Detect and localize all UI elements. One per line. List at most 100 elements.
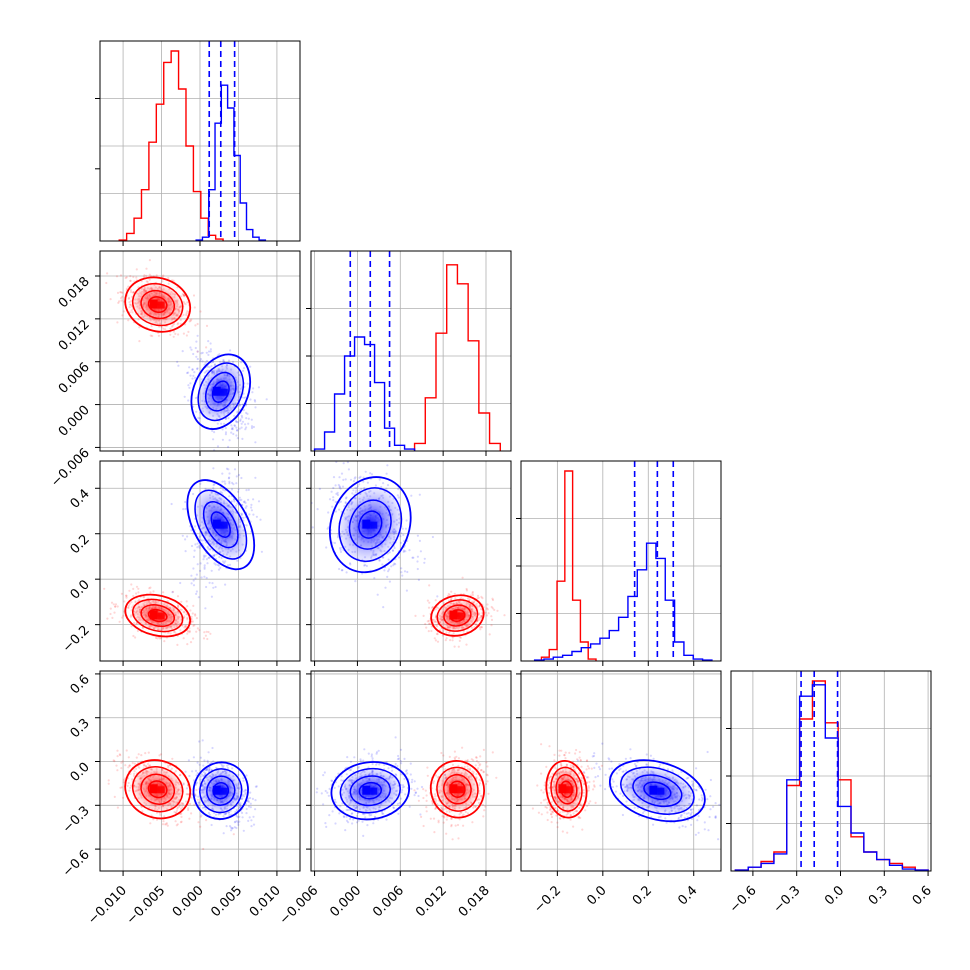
scatter-point bbox=[195, 630, 198, 633]
scatter-point bbox=[197, 416, 200, 419]
scatter-point bbox=[178, 804, 181, 807]
scatter-point bbox=[233, 498, 236, 501]
scatter-point bbox=[184, 500, 187, 504]
scatter-point bbox=[461, 746, 464, 749]
contour-series-0 bbox=[131, 282, 184, 327]
contour-series-0 bbox=[131, 766, 184, 813]
scatter-point bbox=[113, 611, 116, 614]
scatter-point bbox=[179, 807, 183, 810]
scatter-point bbox=[230, 829, 233, 832]
scatter-point bbox=[166, 824, 169, 827]
scatter-point bbox=[476, 619, 479, 622]
scatter-point bbox=[419, 550, 422, 553]
scatter-point bbox=[186, 793, 189, 796]
scatter-point bbox=[255, 515, 258, 518]
scatter-point bbox=[478, 789, 481, 793]
scatter-point bbox=[195, 340, 198, 343]
scatter-point bbox=[121, 796, 125, 799]
scatter-point bbox=[404, 527, 407, 530]
scatter-point bbox=[233, 414, 236, 417]
scatter-point bbox=[373, 577, 376, 580]
scatter-point bbox=[454, 824, 457, 827]
scatter-point bbox=[482, 815, 485, 818]
contour-series-1 bbox=[202, 501, 239, 549]
scatter-point bbox=[200, 814, 203, 817]
scatter-point bbox=[200, 775, 203, 778]
scatter-point bbox=[244, 501, 247, 504]
scatter-point bbox=[188, 774, 191, 778]
scatter-point bbox=[107, 782, 110, 785]
scatter-point bbox=[195, 573, 198, 576]
scatter-point bbox=[201, 806, 204, 810]
scatter-point bbox=[127, 766, 130, 769]
scatter-point bbox=[195, 592, 198, 596]
contour-series-0 bbox=[443, 604, 472, 627]
scatter-point bbox=[238, 404, 242, 407]
scatter-point bbox=[189, 792, 192, 795]
scatter-point bbox=[486, 603, 489, 606]
panel-2-2-frame bbox=[520, 460, 722, 662]
scatter-point bbox=[172, 335, 175, 338]
scatter-point bbox=[199, 825, 202, 828]
scatter-point bbox=[431, 802, 434, 806]
scatter-point bbox=[444, 768, 447, 771]
scatter-point bbox=[184, 770, 187, 773]
scatter-point bbox=[188, 386, 191, 389]
scatter-point bbox=[331, 505, 334, 508]
scatter-point bbox=[203, 759, 206, 762]
scatter-point bbox=[167, 282, 170, 285]
scatter-point bbox=[427, 606, 431, 609]
scatter-point bbox=[107, 779, 110, 782]
scatter-point bbox=[137, 318, 140, 321]
scatter-point bbox=[172, 279, 175, 282]
scatter-point bbox=[473, 601, 476, 604]
scatter-point bbox=[235, 420, 238, 424]
scatter-point bbox=[490, 615, 493, 618]
scatter-point bbox=[148, 764, 152, 767]
scatter-point bbox=[250, 825, 253, 828]
scatter-point bbox=[189, 641, 193, 644]
scatter-point bbox=[461, 576, 464, 579]
scatter-point bbox=[105, 281, 108, 285]
scatter-point bbox=[134, 601, 137, 604]
scatter-point bbox=[344, 502, 347, 505]
scatter-point bbox=[192, 637, 195, 640]
scatter-point bbox=[208, 366, 211, 369]
scatter-point bbox=[208, 769, 211, 772]
scatter-point bbox=[433, 793, 437, 796]
contour-series-0 bbox=[449, 780, 466, 798]
scatter-point bbox=[436, 633, 439, 636]
scatter-point bbox=[221, 480, 224, 483]
scatter-point bbox=[252, 425, 255, 429]
scatter-point bbox=[447, 592, 450, 596]
scatter-point bbox=[188, 631, 191, 634]
scatter-point bbox=[177, 364, 180, 367]
scatter-point bbox=[450, 817, 453, 820]
scatter-point bbox=[202, 770, 205, 774]
scatter-point bbox=[485, 614, 489, 617]
scatter-point bbox=[132, 634, 135, 638]
scatter-point bbox=[118, 300, 121, 303]
scatter-point bbox=[213, 562, 216, 565]
scatter-point bbox=[243, 442, 245, 444]
scatter-point bbox=[119, 786, 122, 789]
scatter-point bbox=[480, 795, 483, 798]
scatter-point bbox=[464, 810, 467, 814]
scatter-point bbox=[129, 615, 132, 618]
scatter-point bbox=[145, 267, 148, 270]
scatter-point bbox=[138, 326, 141, 329]
scatter-point bbox=[391, 549, 395, 552]
scatter-point bbox=[231, 481, 234, 484]
scatter-point bbox=[254, 785, 257, 788]
scatter-point bbox=[206, 768, 209, 771]
scatter-point bbox=[399, 541, 403, 545]
scatter-point bbox=[148, 259, 151, 262]
scatter-point bbox=[359, 759, 362, 763]
scatter-point bbox=[470, 626, 474, 630]
scatter-point bbox=[354, 491, 357, 494]
scatter-point bbox=[182, 802, 185, 805]
scatter-point bbox=[207, 751, 210, 754]
scatter-point bbox=[170, 502, 173, 506]
scatter-point bbox=[453, 592, 456, 595]
